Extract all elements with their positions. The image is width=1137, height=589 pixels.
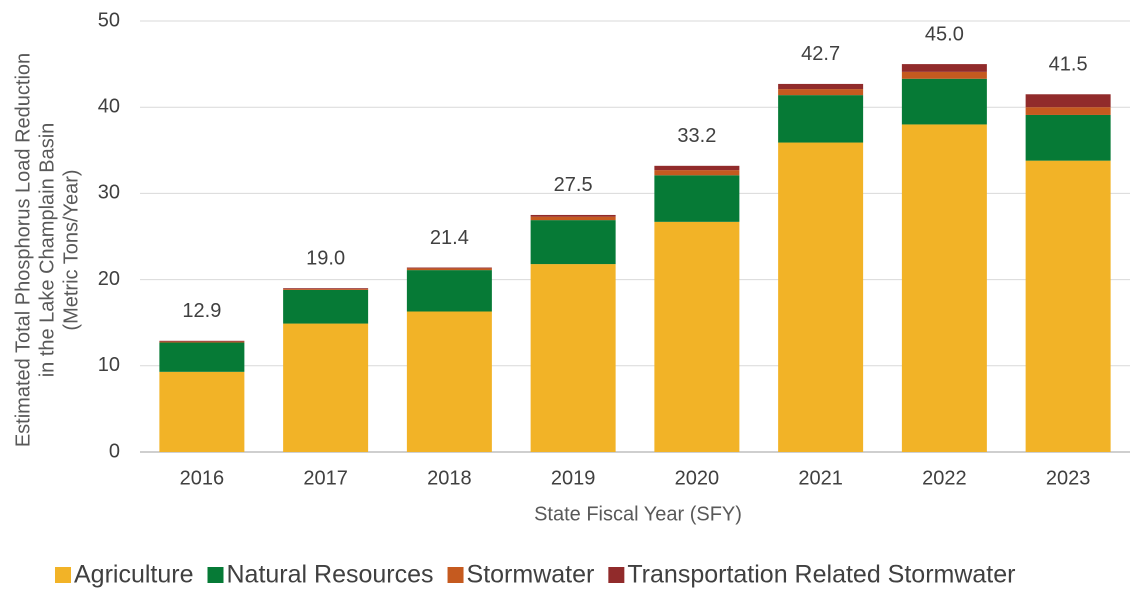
- y-axis-label: Estimated Total Phosphorus Load Reductio…: [12, 53, 34, 447]
- bar-segment: [1025, 107, 1111, 115]
- legend-label: Agriculture: [74, 561, 194, 589]
- total-label: 27.5: [554, 174, 593, 196]
- bar-segment: [901, 78, 987, 125]
- bar-segment: [159, 340, 245, 342]
- bar-segment: [778, 83, 864, 90]
- x-tick-label: 2023: [1046, 467, 1091, 489]
- bar-segment: [283, 289, 369, 324]
- x-tick-label: 2016: [180, 467, 225, 489]
- bar-segment: [283, 289, 369, 290]
- total-label: 42.7: [801, 43, 840, 65]
- legend-label: Transportation Related Stormwater: [627, 561, 1015, 589]
- total-label: 12.9: [182, 300, 221, 322]
- x-tick-label: 2017: [303, 467, 348, 489]
- bar-segment: [901, 124, 987, 452]
- bar-segment: [654, 170, 740, 176]
- bar-segment: [654, 175, 740, 222]
- bar-segment: [283, 288, 369, 290]
- bar-segment: [901, 71, 987, 79]
- total-label: 45.0: [925, 23, 964, 45]
- y-axis-label: (Metric Tons/Year): [60, 169, 82, 330]
- bar-segment: [530, 220, 616, 265]
- x-tick-label: 2018: [427, 467, 472, 489]
- y-tick-label: 50: [98, 9, 120, 31]
- y-tick-label: 30: [98, 182, 120, 204]
- legend-label: Stormwater: [467, 561, 595, 589]
- bar-segment: [1025, 114, 1111, 161]
- bar-segment: [654, 221, 740, 452]
- legend-swatch: [207, 567, 224, 583]
- x-axis-label: State Fiscal Year (SFY): [534, 503, 742, 525]
- bar-segment: [283, 323, 369, 452]
- legend-swatch: [55, 567, 71, 583]
- bar-segment: [159, 341, 245, 343]
- x-tick-label: 2020: [675, 467, 720, 489]
- y-tick-label: 40: [98, 95, 120, 117]
- total-label: 19.0: [306, 248, 345, 270]
- y-tick-label: 10: [98, 354, 120, 376]
- total-label: 33.2: [677, 125, 716, 147]
- x-tick-label: 2019: [551, 467, 596, 489]
- legend-label: Natural Resources: [227, 561, 434, 589]
- bar-segment: [1025, 160, 1111, 453]
- bar-segment: [406, 267, 492, 269]
- legend-swatch: [608, 567, 625, 583]
- bar-segment: [530, 216, 616, 221]
- x-tick-label: 2022: [922, 467, 967, 489]
- bar-segment: [530, 214, 616, 217]
- legend-swatch: [447, 567, 464, 583]
- total-label: 41.5: [1049, 54, 1088, 76]
- bar-segment: [406, 311, 492, 452]
- bar-segment: [1025, 94, 1111, 108]
- bar-segment: [901, 64, 987, 72]
- bar-segment: [778, 95, 864, 143]
- bar-segment: [530, 264, 616, 452]
- x-tick-label: 2021: [798, 467, 843, 489]
- bar-segment: [778, 89, 864, 96]
- bar-segment: [778, 142, 864, 453]
- y-tick-label: 0: [109, 440, 120, 462]
- y-tick-label: 20: [98, 268, 120, 290]
- bar-segment: [654, 165, 740, 171]
- bar-segment: [406, 270, 492, 312]
- bar-segment: [159, 371, 245, 452]
- bar-segment: [406, 268, 492, 271]
- bar-segment: [159, 342, 245, 372]
- y-axis-label: in the Lake Champlain Basin: [36, 123, 58, 378]
- total-label: 21.4: [430, 227, 469, 249]
